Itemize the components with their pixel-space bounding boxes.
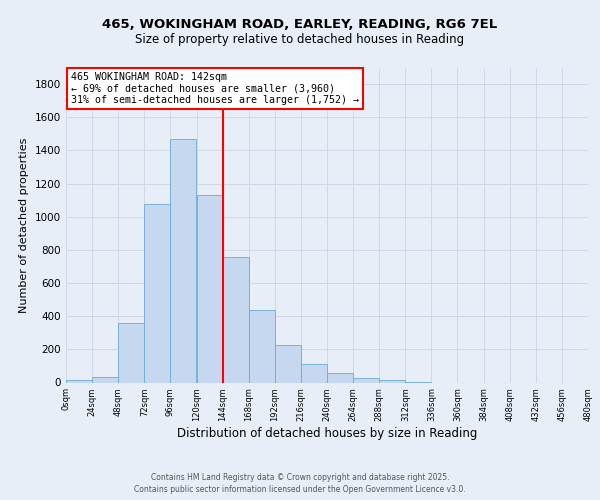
Bar (327, 374, 353, 382)
Bar (118, 323, 144, 382)
Bar (223, 258, 249, 382)
Text: Size of property relative to detached houses in Reading: Size of property relative to detached ho… (136, 32, 464, 46)
X-axis label: Distribution of detached houses by size in Reading: Distribution of detached houses by size … (177, 427, 477, 440)
Text: 465, WOKINGHAM ROAD, EARLEY, READING, RG6 7EL: 465, WOKINGHAM ROAD, EARLEY, READING, RG… (103, 18, 497, 30)
Text: Contains HM Land Registry data © Crown copyright and database right 2025.: Contains HM Land Registry data © Crown c… (151, 472, 449, 482)
Y-axis label: Number of detached properties: Number of detached properties (19, 138, 29, 312)
Text: 465 WOKINGHAM ROAD: 142sqm
← 69% of detached houses are smaller (3,960)
31% of s: 465 WOKINGHAM ROAD: 142sqm ← 69% of deta… (71, 72, 359, 106)
Bar (92, 376, 118, 382)
Bar (301, 364, 327, 382)
Bar (249, 310, 275, 382)
Bar (66, 380, 92, 382)
Bar (145, 204, 170, 382)
Bar (170, 139, 196, 382)
Bar (353, 378, 379, 382)
Bar (379, 380, 406, 382)
Text: Contains public sector information licensed under the Open Government Licence v3: Contains public sector information licen… (134, 485, 466, 494)
Bar (197, 195, 223, 382)
Bar (275, 345, 301, 383)
